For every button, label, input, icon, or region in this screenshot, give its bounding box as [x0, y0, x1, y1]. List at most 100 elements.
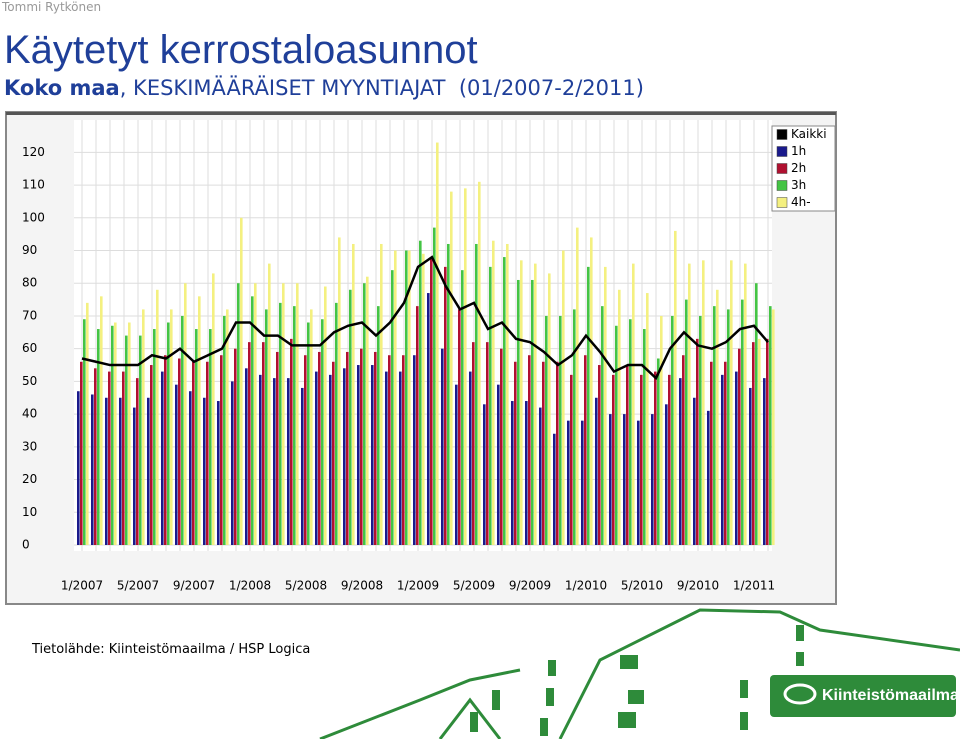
- bar: [343, 368, 346, 545]
- bar: [251, 296, 254, 545]
- bar: [405, 250, 408, 545]
- bar: [716, 289, 719, 545]
- bar: [167, 322, 170, 545]
- bar: [223, 315, 226, 545]
- bar: [632, 263, 635, 545]
- legend-label: 2h: [791, 161, 806, 175]
- bar: [360, 348, 363, 545]
- bar: [217, 401, 220, 545]
- bar: [206, 361, 209, 545]
- bar: [142, 309, 145, 545]
- bar: [436, 142, 439, 545]
- bar: [296, 283, 299, 545]
- bar: [156, 289, 159, 545]
- bar: [307, 322, 310, 545]
- bar: [486, 342, 489, 545]
- bar: [640, 374, 643, 545]
- bar: [248, 342, 251, 545]
- y-tick-label: 100: [22, 210, 45, 224]
- x-tick-label: 5/2009: [453, 579, 495, 593]
- source: Tietolähde: Kiinteistömaailma / HSP Logi…: [32, 642, 311, 657]
- legend-swatch: [776, 163, 788, 174]
- bar: [472, 342, 475, 545]
- bar: [402, 355, 405, 545]
- bar: [122, 371, 125, 545]
- bar: [111, 325, 114, 545]
- bar: [643, 329, 646, 545]
- bar: [100, 296, 103, 545]
- bar: [287, 378, 290, 545]
- bar: [153, 329, 156, 545]
- bar: [150, 365, 153, 545]
- bar: [763, 378, 766, 545]
- bar: [212, 273, 215, 545]
- y-tick-label: 40: [22, 407, 37, 421]
- bar: [399, 371, 402, 545]
- bar: [556, 361, 559, 545]
- bar: [366, 276, 369, 545]
- bar: [758, 338, 761, 545]
- x-tick-label: 1/2009: [397, 579, 439, 593]
- subtitle-bold: Koko maa: [4, 76, 120, 100]
- bar: [408, 250, 411, 545]
- bar: [114, 322, 117, 545]
- bar: [514, 361, 517, 545]
- bar: [528, 355, 531, 545]
- bar: [646, 293, 649, 545]
- x-tick-label: 1/2011: [733, 579, 775, 593]
- bar: [178, 358, 181, 545]
- bar: [483, 404, 486, 545]
- bar: [489, 266, 492, 545]
- bar: [702, 260, 705, 545]
- bar: [276, 351, 279, 545]
- bar: [385, 371, 388, 545]
- bar: [394, 250, 397, 545]
- logo-mark: [783, 683, 817, 705]
- bar: [679, 378, 682, 545]
- bar: [601, 306, 604, 545]
- bar: [234, 348, 237, 545]
- bar: [766, 338, 769, 545]
- bar: [562, 250, 565, 545]
- bar: [97, 329, 100, 545]
- bar: [105, 397, 108, 545]
- x-tick-label: 5/2008: [285, 579, 327, 593]
- bar: [629, 319, 632, 545]
- y-tick-label: 90: [22, 243, 37, 257]
- bar: [581, 420, 584, 545]
- bar: [427, 293, 430, 545]
- bar: [293, 306, 296, 545]
- bar: [175, 384, 178, 545]
- bar: [164, 355, 167, 545]
- bar: [321, 319, 324, 545]
- bar: [559, 315, 562, 545]
- bar: [755, 283, 758, 545]
- bar: [576, 227, 579, 545]
- y-tick-label: 120: [22, 145, 45, 159]
- bar: [542, 361, 545, 545]
- bar: [525, 401, 528, 545]
- bar: [612, 374, 615, 545]
- bar: [657, 358, 660, 545]
- bar: [548, 273, 551, 545]
- y-tick-label: 70: [22, 308, 37, 322]
- bar: [189, 391, 192, 545]
- subtitle-text: , KESKIMÄÄRÄISET MYYNTIAJAT (01/2007-2/2…: [119, 76, 644, 100]
- bar: [450, 191, 453, 545]
- bar: [374, 351, 377, 545]
- bar: [545, 315, 548, 545]
- bar: [388, 355, 391, 545]
- bar: [315, 371, 318, 545]
- bar: [430, 257, 433, 545]
- subtitle: Koko maa, KESKIMÄÄRÄISET MYYNTIAJAT (01/…: [4, 76, 644, 100]
- bar: [304, 355, 307, 545]
- bar: [108, 371, 111, 545]
- bar: [91, 394, 94, 545]
- bar: [273, 378, 276, 545]
- bar: [192, 361, 195, 545]
- bar: [346, 351, 349, 545]
- legend-swatch: [776, 197, 788, 208]
- bar: [693, 397, 696, 545]
- bar: [282, 283, 285, 545]
- bar: [86, 302, 89, 545]
